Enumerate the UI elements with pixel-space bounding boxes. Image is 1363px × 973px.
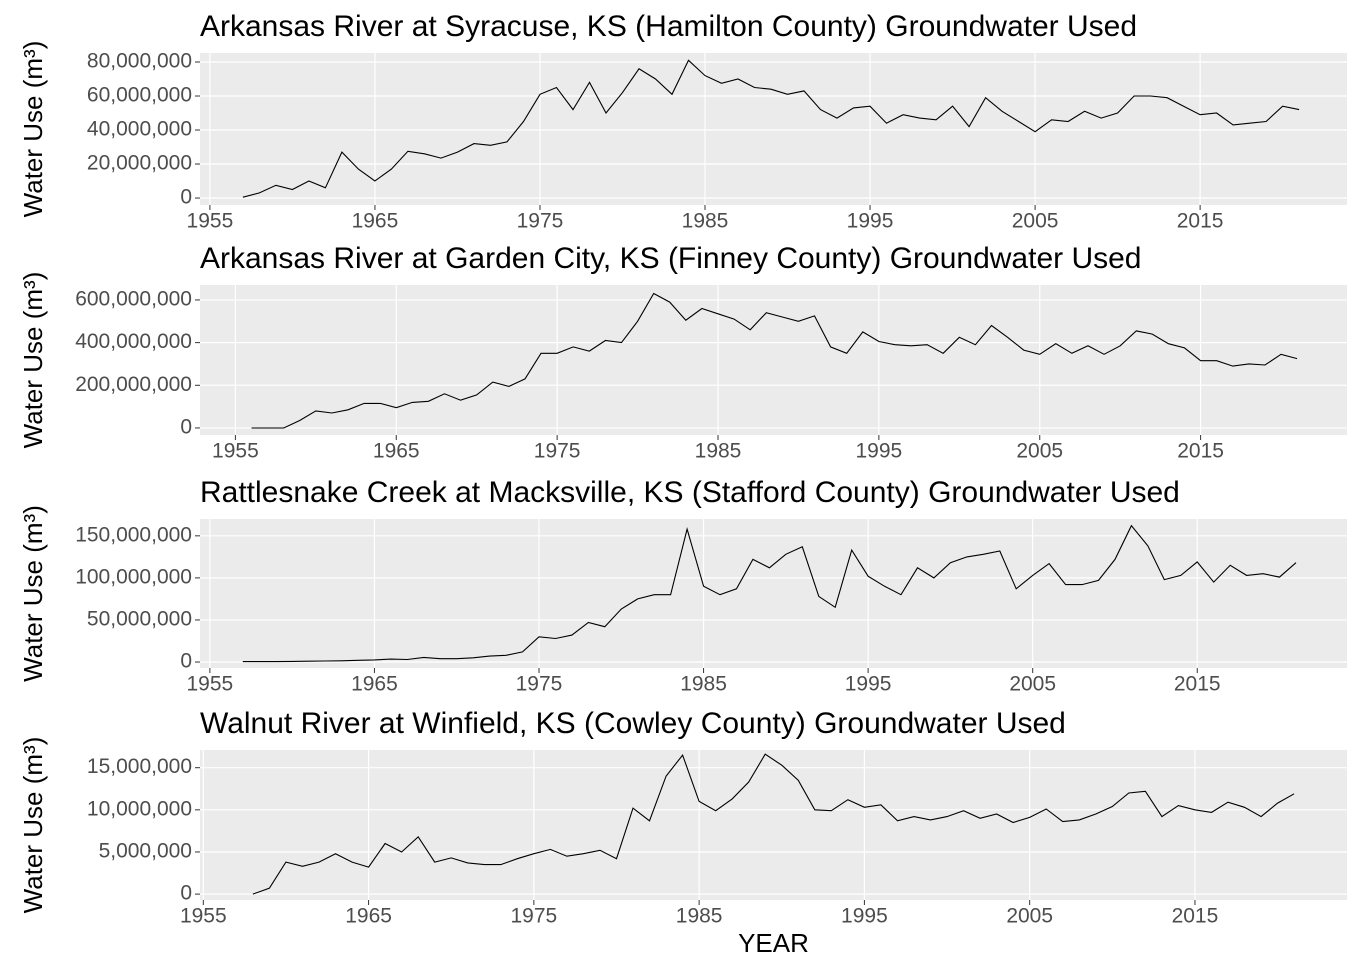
y-tick-label: 0 bbox=[180, 186, 192, 209]
x-tick-label: 1985 bbox=[676, 905, 723, 928]
y-tick-label: 20,000,000 bbox=[87, 152, 192, 175]
plot-panel bbox=[200, 750, 1347, 900]
x-tick-label: 1985 bbox=[682, 210, 729, 233]
x-tick-label: 1995 bbox=[841, 905, 888, 928]
x-tick-label: 1975 bbox=[517, 210, 564, 233]
data-line bbox=[242, 59, 1300, 198]
y-tick-label: 60,000,000 bbox=[87, 84, 192, 107]
y-tick-label: 50,000,000 bbox=[87, 608, 192, 631]
x-tick-label: 1955 bbox=[187, 210, 234, 233]
data-line bbox=[242, 524, 1297, 663]
y-tick-label: 15,000,000 bbox=[87, 755, 192, 778]
x-tick-label: 2015 bbox=[1177, 440, 1224, 463]
x-tick-label: 2005 bbox=[1009, 673, 1056, 696]
plot-panel bbox=[200, 519, 1347, 668]
x-tick-label: 2005 bbox=[1012, 210, 1059, 233]
x-tick-label: 1955 bbox=[180, 905, 227, 928]
x-tick-label: 1995 bbox=[847, 210, 894, 233]
y-tick-label: 40,000,000 bbox=[87, 118, 192, 141]
chart-title: Arkansas River at Syracuse, KS (Hamilton… bbox=[200, 10, 1137, 43]
data-line bbox=[252, 753, 1295, 895]
y-axis-label: Water Use (m³) bbox=[18, 737, 48, 914]
x-tick-label: 1965 bbox=[351, 673, 398, 696]
y-axis-label: Water Use (m³) bbox=[18, 505, 48, 682]
x-tick-label: 1995 bbox=[845, 673, 892, 696]
x-axis-label: YEAR bbox=[738, 928, 809, 958]
plot-panel bbox=[200, 53, 1347, 205]
x-tick-label: 1995 bbox=[856, 440, 903, 463]
data-line bbox=[251, 292, 1298, 429]
y-tick-label: 10,000,000 bbox=[87, 797, 192, 820]
y-tick-label: 100,000,000 bbox=[75, 565, 192, 588]
x-tick-label: 2015 bbox=[1174, 673, 1221, 696]
x-tick-label: 2015 bbox=[1177, 210, 1224, 233]
x-tick-label: 1955 bbox=[212, 440, 259, 463]
x-tick-label: 2005 bbox=[1016, 440, 1063, 463]
x-tick-label: 1965 bbox=[373, 440, 420, 463]
y-tick-label: 0 bbox=[180, 882, 192, 905]
y-tick-label: 400,000,000 bbox=[75, 330, 192, 353]
y-axis-label: Water Use (m³) bbox=[18, 41, 48, 218]
chart-title: Rattlesnake Creek at Macksville, KS (Sta… bbox=[200, 476, 1180, 509]
x-tick-label: 1965 bbox=[352, 210, 399, 233]
x-tick-label: 1975 bbox=[534, 440, 581, 463]
x-tick-label: 2015 bbox=[1172, 905, 1219, 928]
y-axis-label: Water Use (m³) bbox=[18, 272, 48, 449]
y-tick-label: 0 bbox=[180, 416, 192, 439]
x-tick-label: 1985 bbox=[695, 440, 742, 463]
y-tick-label: 200,000,000 bbox=[75, 373, 192, 396]
x-tick-label: 1985 bbox=[680, 673, 727, 696]
y-tick-label: 600,000,000 bbox=[75, 287, 192, 310]
x-tick-label: 1965 bbox=[345, 905, 392, 928]
y-tick-label: 5,000,000 bbox=[99, 840, 192, 863]
x-tick-label: 1975 bbox=[516, 673, 563, 696]
y-tick-label: 150,000,000 bbox=[75, 523, 192, 546]
y-tick-label: 80,000,000 bbox=[87, 50, 192, 73]
plot-panel bbox=[200, 285, 1347, 435]
x-tick-label: 1975 bbox=[510, 905, 557, 928]
x-tick-label: 2005 bbox=[1006, 905, 1053, 928]
y-tick-label: 0 bbox=[180, 650, 192, 673]
chart-title: Arkansas River at Garden City, KS (Finne… bbox=[200, 242, 1141, 275]
x-tick-label: 1955 bbox=[187, 673, 234, 696]
chart-title: Walnut River at Winfield, KS (Cowley Cou… bbox=[200, 707, 1066, 740]
